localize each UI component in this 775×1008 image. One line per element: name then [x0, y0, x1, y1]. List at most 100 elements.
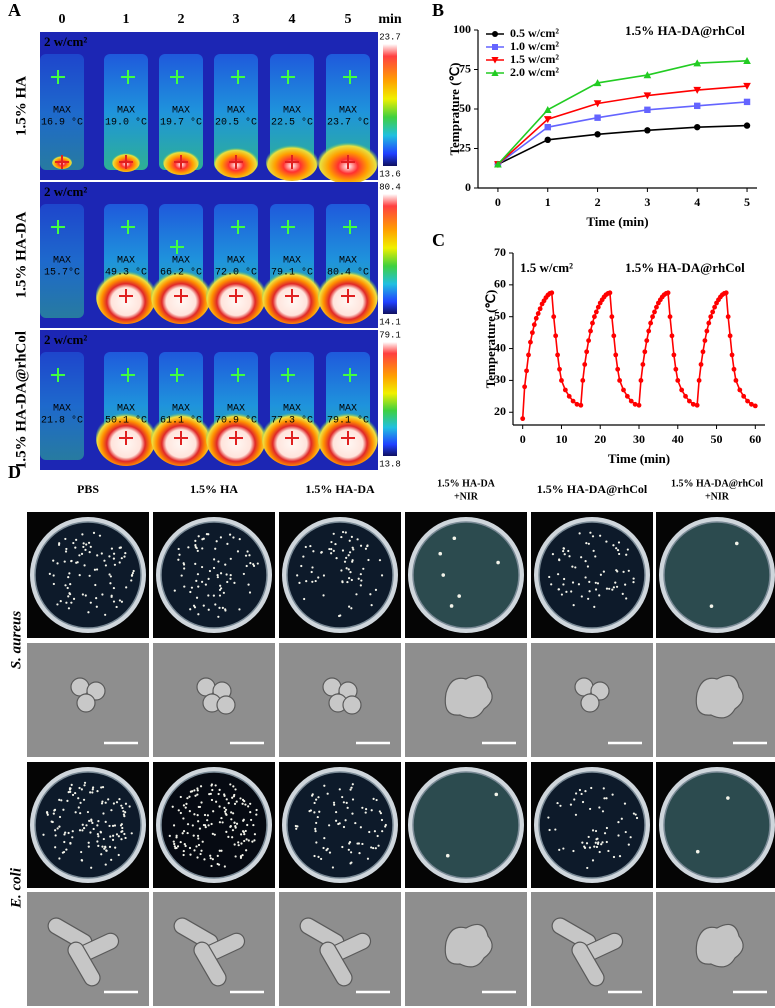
colony [83, 781, 87, 784]
marker [559, 378, 564, 383]
colony [229, 574, 232, 577]
colony [54, 834, 57, 837]
colony [303, 597, 306, 601]
colony [601, 810, 605, 813]
colony [63, 560, 66, 563]
y-axis-label: Temperature (℃) [483, 290, 498, 389]
colony [109, 835, 112, 838]
colony [207, 577, 210, 580]
colony [77, 797, 80, 800]
marker [613, 352, 619, 358]
colony [216, 573, 219, 577]
colony [574, 813, 578, 816]
colony [590, 786, 593, 790]
thermal-row [40, 182, 378, 328]
colony [171, 805, 174, 808]
colony [83, 784, 86, 787]
time-label: 3 [233, 12, 240, 27]
colony [334, 819, 338, 822]
colony [173, 845, 176, 848]
colony [558, 559, 561, 562]
sem-image [656, 643, 775, 757]
colony [183, 585, 186, 588]
damaged-cell [444, 923, 493, 968]
colony [187, 546, 190, 549]
panel-label: C [432, 230, 445, 250]
plate [27, 512, 149, 638]
colony [88, 551, 91, 554]
colony [104, 863, 107, 866]
colony [315, 798, 318, 801]
colony [214, 547, 217, 550]
legend-label: 2.0 w/cm² [510, 65, 559, 79]
colony [66, 799, 69, 803]
marker [621, 387, 626, 393]
thermal-tube [40, 352, 84, 460]
y-tick-label: 0 [465, 180, 471, 194]
colony [587, 835, 590, 839]
colony [196, 856, 199, 859]
colony [128, 805, 131, 808]
colony [122, 810, 125, 813]
colony [224, 608, 227, 611]
colony [92, 531, 96, 534]
colony [65, 848, 68, 851]
damaged-cell [695, 674, 744, 719]
colony [195, 579, 198, 582]
colony [592, 549, 595, 552]
marker [648, 320, 654, 326]
colony [559, 804, 562, 807]
max-temp: 77.3 °C [271, 415, 313, 427]
colony [120, 838, 123, 841]
plate-medium [34, 771, 142, 879]
colony [345, 567, 348, 570]
colony [296, 825, 299, 828]
colony [251, 840, 254, 843]
colony [201, 538, 204, 541]
colony [208, 569, 212, 573]
colony [238, 537, 241, 541]
colony [223, 810, 227, 813]
colony [624, 830, 627, 834]
colony [352, 548, 355, 551]
colony [80, 788, 83, 791]
colony [255, 808, 258, 812]
colony [233, 821, 236, 824]
colony [198, 827, 202, 830]
colony [298, 581, 301, 584]
colony [551, 552, 555, 556]
colony [314, 827, 317, 831]
plate [656, 512, 775, 638]
column-header: 1.5% HA-DA [437, 478, 496, 489]
colony [86, 810, 90, 814]
colony [569, 803, 573, 806]
thermal-tube [214, 54, 258, 170]
max-label: MAX [283, 256, 301, 267]
colony [115, 605, 118, 609]
marker [611, 333, 617, 339]
colony [220, 849, 223, 852]
colony [313, 811, 316, 814]
max-label: MAX [53, 256, 71, 267]
colony [332, 549, 335, 552]
colony [110, 858, 113, 861]
marker [675, 378, 681, 383]
marker [654, 304, 659, 310]
colony [229, 783, 232, 786]
colony [80, 552, 84, 555]
marker [696, 378, 702, 383]
plate-medium [412, 521, 520, 629]
colony [356, 538, 359, 541]
plate [531, 512, 653, 638]
colony [220, 587, 223, 590]
colony [587, 597, 590, 600]
colony [188, 846, 192, 850]
colony [245, 849, 248, 852]
colony [624, 583, 627, 586]
colony [578, 532, 581, 535]
colony [114, 846, 117, 849]
colony [175, 846, 178, 850]
colony [54, 846, 57, 849]
colony [341, 530, 345, 534]
